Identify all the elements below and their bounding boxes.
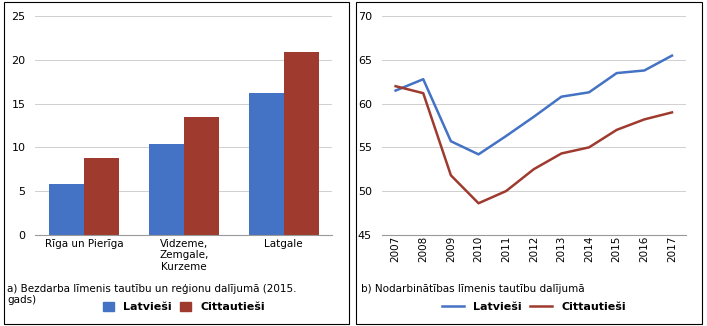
- Cittautieši: [667, 111, 676, 114]
- Line: Latvieši: Latvieši: [396, 56, 672, 154]
- Cittautieši: [502, 189, 510, 193]
- Line: Cittautieši: Cittautieši: [396, 86, 672, 203]
- Latvieši: [530, 115, 538, 119]
- Bar: [284, 52, 319, 235]
- Latvieši: [474, 152, 483, 156]
- Bar: [84, 158, 119, 235]
- Legend: Latvieši, Cittautieši: Latvieši, Cittautieši: [442, 302, 626, 312]
- Cittautieši: [392, 84, 400, 88]
- Cittautieši: [419, 91, 428, 95]
- Cittautieši: [557, 152, 566, 156]
- Latvieši: [612, 71, 621, 75]
- Latvieši: [585, 90, 593, 94]
- Cittautieši: [530, 167, 538, 171]
- Cittautieši: [612, 128, 621, 132]
- Bar: [149, 144, 184, 235]
- Latvieši: [447, 139, 455, 143]
- Latvieši: [419, 77, 428, 81]
- Latvieši: [502, 134, 510, 138]
- Latvieši: [640, 68, 648, 72]
- Latvieši: [392, 89, 400, 93]
- Bar: [184, 117, 218, 235]
- Latvieši: [667, 54, 676, 58]
- Latvieši: [557, 95, 566, 99]
- Text: a) Bezdarba līmenis tautību un reģionu dalījumā (2015.
gads): a) Bezdarba līmenis tautību un reģionu d…: [7, 284, 296, 305]
- Bar: [249, 93, 284, 235]
- Text: b) Nodarbinātības līmenis tautību dalījumā: b) Nodarbinātības līmenis tautību dalīju…: [361, 284, 584, 294]
- Bar: [49, 184, 84, 235]
- Cittautieši: [474, 201, 483, 205]
- Legend: Latvieši, Cittautieši: Latvieši, Cittautieši: [103, 302, 265, 312]
- Cittautieši: [640, 117, 648, 121]
- Cittautieši: [585, 145, 593, 149]
- Cittautieši: [447, 173, 455, 177]
